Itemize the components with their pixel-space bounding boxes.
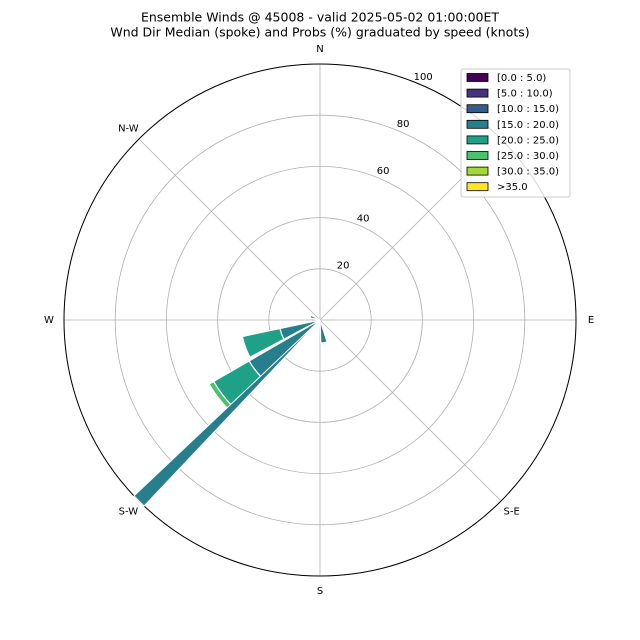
r-tick-label: 40	[357, 213, 370, 224]
legend-swatch	[466, 73, 489, 82]
chart-subtitle: Wnd Dir Median (spoke) and Probs (%) gra…	[110, 25, 529, 40]
legend-label: >35.0	[497, 182, 528, 193]
legend-swatch	[466, 151, 489, 160]
theta-tick-label: S-E	[503, 507, 519, 518]
legend-swatch	[466, 104, 489, 114]
theta-tick-label: S	[317, 586, 323, 597]
grid-spoke	[138, 138, 321, 321]
theta-tick-label: S-W	[119, 507, 139, 518]
r-tick-label: 60	[377, 166, 390, 177]
r-tick-label: 20	[337, 261, 350, 272]
legend-label: [25.0 : 30.0)	[497, 151, 559, 162]
chart-title: Ensemble Winds @ 45008 - valid 2025-05-0…	[141, 10, 499, 25]
median-spoke	[133, 319, 321, 507]
legend-swatch	[466, 119, 489, 129]
legend-label: [15.0 : 20.0)	[497, 120, 559, 131]
legend-swatch	[466, 182, 489, 192]
theta-tick-label: N	[316, 44, 323, 55]
theta-tick-label: W	[44, 315, 54, 326]
legend: [0.0 : 5.0) [5.0 : 10.0) [10.0 : 15.0) [15.…	[460, 68, 571, 198]
legend-label: [0.0 : 5.0)	[497, 73, 546, 84]
legend-swatch	[466, 135, 489, 145]
legend-label: [10.0 : 15.0)	[497, 104, 559, 115]
polar-frame	[63, 63, 577, 577]
legend-label: [20.0 : 25.0)	[497, 135, 559, 146]
legend-frame	[460, 68, 571, 198]
rose-segment	[241, 327, 285, 359]
legend-swatch	[466, 88, 489, 98]
legend-label: [30.0 : 35.0)	[497, 167, 559, 178]
grid-spoke	[319, 319, 502, 502]
rose-segment	[319, 319, 328, 344]
legend-swatch	[466, 166, 489, 176]
theta-tick-label: N-W	[118, 123, 139, 134]
r-tick-label: 80	[397, 119, 410, 130]
r-tick-label: 100	[414, 72, 433, 83]
theta-tick-label: E	[588, 315, 594, 326]
legend-label: [5.0 : 10.0)	[497, 89, 553, 100]
rose-segment	[309, 314, 321, 321]
